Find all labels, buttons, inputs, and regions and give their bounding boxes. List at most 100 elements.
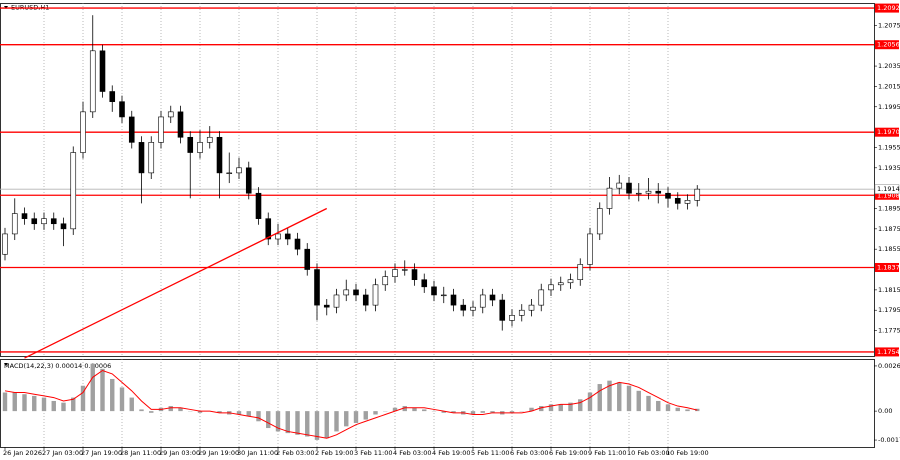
x-tick-label: 10 Feb 03:00 [627, 449, 670, 457]
candle-body [518, 309, 525, 316]
macd-bar [100, 368, 105, 412]
x-tick-label: 4 Feb 19:00 [432, 449, 471, 457]
candle-body [548, 284, 554, 291]
candle-body [362, 294, 369, 306]
macd-bar [197, 411, 203, 413]
y-tick-label: 1.2015 [878, 82, 900, 90]
level-label: 1.2092 [877, 4, 900, 12]
candle-body [665, 192, 671, 199]
macd-bar [256, 411, 261, 422]
x-tick-label: 4 Feb 03:00 [393, 449, 432, 457]
level-label: 1.2056 [877, 41, 900, 49]
candle-body [109, 91, 116, 102]
candle-body [11, 213, 18, 235]
candle-body [353, 289, 359, 296]
candle-body [401, 269, 408, 271]
candle-body [206, 136, 213, 143]
macd-bar [285, 411, 290, 434]
candle-body [216, 136, 223, 174]
macd-bar [295, 411, 300, 435]
macd-bar [51, 400, 56, 412]
macd-bar [217, 411, 222, 413]
y-tick-label: 1.1895 [878, 204, 900, 212]
candle-body [635, 192, 642, 195]
macd-bar [41, 397, 47, 412]
candle-body [187, 136, 194, 153]
y-tick-label: 1.1855 [878, 245, 900, 253]
macd-bar [129, 397, 134, 412]
macd-bar [236, 411, 242, 415]
macd-bar [149, 411, 154, 413]
current-price-box [874, 184, 900, 194]
macd-bar [656, 400, 661, 412]
current-price-label: 1.1914 [877, 185, 900, 193]
x-tick-label: 26 Jan 2026 [3, 449, 42, 457]
macd-bar [344, 411, 349, 427]
candle-body [236, 167, 242, 174]
y-tick-label: 0.00 [878, 407, 892, 415]
macd-bar [607, 380, 612, 412]
macd-bar [402, 406, 407, 412]
candle-body [460, 304, 467, 311]
macd-bar [90, 363, 95, 412]
candle-body [80, 111, 86, 153]
candle-body [372, 284, 379, 306]
macd-bar [71, 397, 76, 412]
price-panel-frame [0, 3, 875, 357]
macd-bar [617, 382, 622, 412]
signal-line [4, 369, 698, 439]
candle-body [557, 282, 564, 286]
macd-bar [266, 411, 271, 429]
candle-body [528, 304, 535, 311]
candle-body [158, 116, 164, 143]
candle-body [314, 269, 320, 306]
candle-body [119, 101, 125, 118]
x-tick-label: 27 Jan 03:00 [42, 449, 83, 457]
y-tick-label: 1.1875 [878, 225, 900, 233]
candle-body [197, 142, 203, 153]
level-label: 1.1837 [877, 263, 900, 271]
macd-bar [646, 395, 651, 412]
candle-body [450, 294, 457, 306]
candle-body [284, 233, 291, 240]
candle-body [255, 192, 262, 219]
macd-bar [22, 394, 27, 412]
candle-body [509, 315, 515, 321]
candle-body [21, 213, 28, 219]
candle-body [489, 294, 496, 301]
candle-body [343, 289, 350, 296]
candle-body [538, 289, 545, 306]
candle-body [31, 218, 38, 225]
macd-bar [529, 407, 534, 412]
macd-title: MACD(14,22,3) 0.00014 0.00006 [4, 362, 111, 370]
x-tick-label: 6 Feb 19:00 [549, 449, 588, 457]
x-tick-label: 9 Feb 11:00 [588, 449, 627, 457]
y-tick-label: 1.1995 [878, 103, 900, 111]
candle-body [226, 172, 233, 174]
candle-body [2, 233, 8, 255]
macd-bar [490, 411, 495, 413]
x-tick-label: 2 Feb 03:00 [276, 449, 315, 457]
macd-panel-frame [0, 359, 875, 448]
macd-bar [412, 407, 417, 412]
macd-bar [363, 411, 368, 420]
macd-bar [665, 404, 671, 412]
level-label-box [875, 40, 899, 50]
macd-bar [334, 411, 339, 432]
candle-body [655, 190, 662, 194]
macd-bar [675, 407, 680, 412]
macd-bar [539, 406, 544, 412]
macd-bar [2, 392, 8, 412]
candle-body [177, 111, 184, 138]
candle-body [245, 167, 252, 194]
macd-bar [451, 411, 456, 413]
macd-bar [246, 411, 251, 417]
level-label: 1.1908 [877, 191, 900, 199]
y-tick-label: 1.1955 [878, 143, 900, 151]
macd-bar [422, 409, 427, 412]
macd-bar [32, 395, 37, 412]
macd-bar [168, 406, 173, 412]
candle-body [587, 233, 593, 265]
macd-bar [568, 402, 573, 412]
candle-body [99, 50, 106, 92]
